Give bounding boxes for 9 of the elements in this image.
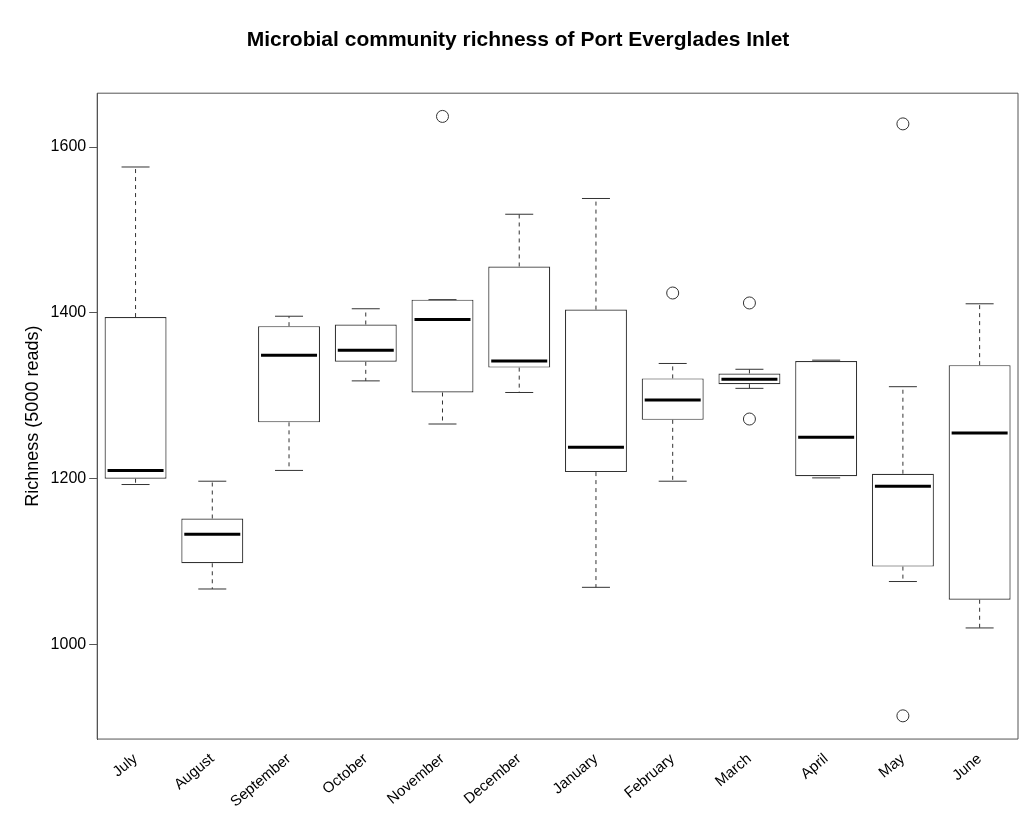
y-tick-label: 1600 [50, 137, 87, 155]
x-tick-label: May [874, 749, 908, 781]
chart-title: Microbial community richness of Port Everglades Inlet [246, 27, 790, 51]
y-tick-label: 1200 [50, 469, 87, 487]
y-tick-label: 1400 [50, 303, 87, 321]
x-tick-label: July [108, 749, 141, 780]
y-axis-title: Richness (5000 reads) [21, 325, 42, 507]
x-tick-label: June [948, 749, 985, 784]
y-tick-label: 1000 [50, 634, 87, 652]
